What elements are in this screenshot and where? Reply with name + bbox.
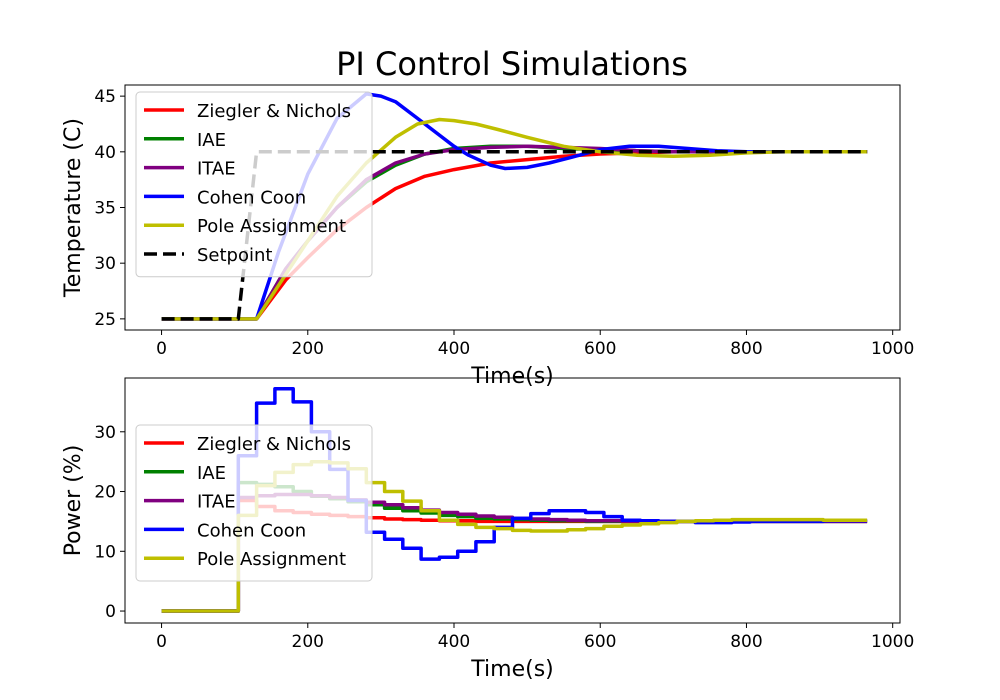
plot-frame [124, 377, 901, 624]
x-tick-label: 1000 [871, 632, 914, 652]
legend-label-itae: ITAE [197, 492, 236, 513]
x-axis-label: Time(s) [470, 364, 553, 389]
y-tick-label: 25 [94, 310, 116, 330]
legend-label-iae: IAE [197, 130, 226, 151]
legend-box [135, 424, 373, 582]
legend-label-itae: ITAE [197, 159, 236, 180]
legend-label-pole-assignment: Pole Assignment [197, 216, 346, 237]
y-tick-label: 30 [94, 423, 116, 443]
y-tick-label: 10 [94, 542, 116, 562]
x-tick-label: 400 [438, 632, 470, 652]
temperature-panel: 0 200 400 600 800 1000 25 30 35 40 45 Time(s) Temper… [61, 84, 914, 389]
y-tick-label: 45 [94, 87, 116, 107]
power-panel: 0 200 400 600 800 1000 0 10 20 30 Time(s) Power (%)… [61, 377, 914, 682]
x-axis-label: Time(s) [470, 657, 553, 682]
x-tick-label: 200 [292, 339, 324, 359]
legend-label-cohen-coon: Cohen Coon [197, 520, 306, 541]
legend-label-iae: IAE [197, 463, 226, 484]
x-tick-label: 200 [292, 632, 324, 652]
x-tick-label: 600 [584, 339, 616, 359]
y-axis-label: Temperature (C) [61, 118, 86, 298]
legend-label-pole-assignment: Pole Assignment [197, 549, 346, 570]
legend: Ziegler & Nichols IAE ITAE Cohen Coon Pole A… [135, 424, 373, 582]
x-tick-label: 800 [730, 632, 762, 652]
legend-label-setpoint: Setpoint [197, 245, 272, 266]
y-tick-label: 0 [105, 602, 116, 622]
x-tick-label: 400 [438, 339, 470, 359]
legend-label-cohen-coon: Cohen Coon [197, 187, 306, 208]
x-tick-label: 0 [156, 632, 167, 652]
y-tick-label: 20 [94, 483, 116, 503]
y-axis-label: Power (%) [61, 445, 86, 557]
legend-label-ziegler-and-nichols: Ziegler & Nichols [197, 101, 351, 122]
y-tick-label: 35 [94, 199, 116, 219]
legend-box [135, 91, 373, 278]
y-tick-label: 30 [94, 254, 116, 274]
x-tick-label: 600 [584, 632, 616, 652]
x-tick-label: 1000 [871, 339, 914, 359]
y-tick-label: 40 [94, 143, 116, 163]
legend-label-ziegler-and-nichols: Ziegler & Nichols [197, 434, 351, 455]
chart-title: PI Control Simulations [336, 45, 688, 83]
x-tick-label: 800 [730, 339, 762, 359]
legend: Ziegler & Nichols IAE ITAE Cohen Coon Pole A… [135, 91, 373, 278]
x-tick-label: 0 [156, 339, 167, 359]
